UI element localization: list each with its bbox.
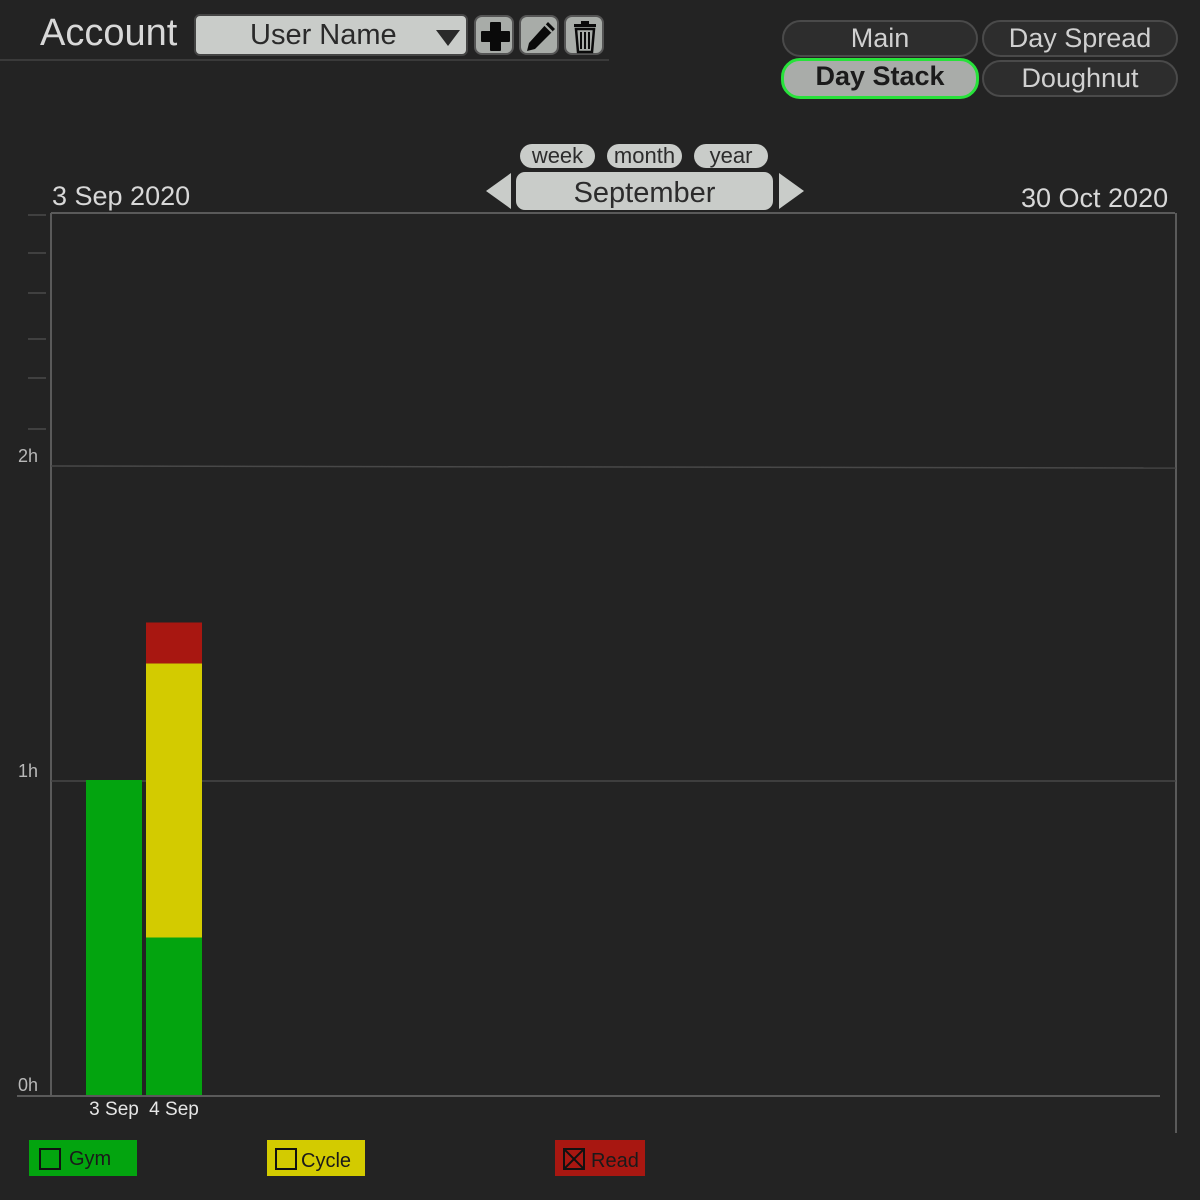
tab-main[interactable]: Main: [782, 20, 978, 57]
bar-segment-gym: [146, 937, 202, 1095]
range-end-date: 30 Oct 2020: [1021, 183, 1169, 213]
user-select[interactable]: User Name: [194, 14, 468, 56]
account-label: Account: [40, 12, 178, 54]
y-tick-label: 0h: [18, 1075, 38, 1095]
next-period-arrow-icon[interactable]: [779, 173, 804, 209]
current-period-label: September: [516, 172, 773, 210]
period-week-button[interactable]: week: [520, 144, 595, 168]
plus-icon: [481, 22, 510, 51]
range-start-date: 3 Sep 2020: [52, 181, 191, 211]
legend-label-read: Read: [591, 1150, 639, 1172]
tab-day-stack[interactable]: Day Stack: [781, 58, 979, 99]
x-tick-label: 4 Sep: [149, 1099, 199, 1120]
tab-day-spread[interactable]: Day Spread: [982, 20, 1178, 57]
legend-checkbox-gym[interactable]: [39, 1148, 61, 1170]
period-month-button[interactable]: month: [607, 144, 682, 168]
y-tick-label: 2h: [18, 446, 38, 466]
checked-cross-icon: [565, 1150, 583, 1168]
chevron-down-icon: [436, 30, 460, 46]
header-divider: [0, 59, 609, 61]
x-tick-label: 3 Sep: [89, 1099, 139, 1120]
legend-checkbox-cycle[interactable]: [275, 1148, 297, 1170]
legend-item-cycle[interactable]: Cycle: [267, 1140, 365, 1176]
bar-segment-cycle: [146, 663, 202, 938]
y-tick-label: 1h: [18, 761, 38, 781]
period-year-button[interactable]: year: [694, 144, 768, 168]
trash-icon: [574, 21, 596, 54]
edit-account-button[interactable]: [519, 15, 559, 55]
user-select-value: User Name: [250, 19, 397, 51]
previous-period-arrow-icon[interactable]: [486, 173, 511, 209]
add-account-button[interactable]: [474, 15, 514, 55]
bar-segment-gym: [86, 780, 142, 1095]
legend-item-read[interactable]: Read: [555, 1140, 645, 1176]
legend-label-gym: Gym: [69, 1148, 112, 1170]
delete-account-button[interactable]: [564, 15, 604, 55]
tab-doughnut[interactable]: Doughnut: [982, 60, 1178, 97]
legend-label-cycle: Cycle: [301, 1150, 352, 1172]
pencil-icon: [527, 22, 555, 51]
legend-item-gym[interactable]: Gym: [29, 1140, 137, 1176]
legend-checkbox-read[interactable]: [563, 1148, 585, 1170]
gridline: [50, 465, 1177, 469]
bar-segment-read: [146, 622, 202, 664]
